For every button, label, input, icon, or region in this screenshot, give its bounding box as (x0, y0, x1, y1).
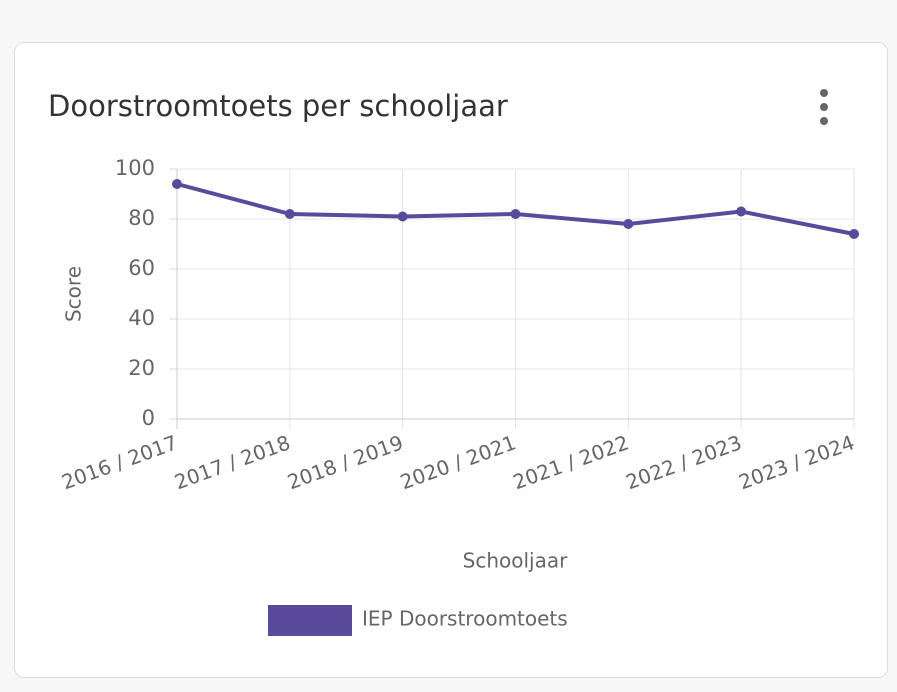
point (736, 206, 747, 217)
x-tick-label: 2017 / 2018 (171, 430, 293, 494)
point (172, 179, 182, 189)
y-tick-label: 40 (128, 306, 155, 330)
point (849, 229, 859, 239)
point (397, 211, 408, 222)
point (510, 209, 521, 219)
menu-button[interactable] (820, 89, 828, 125)
y-tick-label: 20 (128, 356, 155, 380)
y-tick-label: 100 (115, 156, 155, 180)
x-tick-label: 2020 / 2021 (397, 430, 519, 494)
point (284, 209, 295, 219)
point (623, 219, 634, 229)
x-tick-label: 2018 / 2019 (284, 430, 406, 494)
y-tick-label: 80 (128, 206, 155, 230)
x-tick-label: 2016 / 2017 (58, 430, 180, 494)
x-tick-label: 2022 / 2023 (623, 430, 745, 494)
x-axis-title: Schooljaar (463, 549, 568, 573)
legend-swatch (268, 605, 352, 636)
menu-dot (820, 117, 828, 125)
y-tick-label: 60 (128, 256, 155, 280)
x-tick-label: 2023 / 2024 (735, 430, 857, 494)
chart-title: Doorstroomtoets per schooljaar (48, 89, 508, 123)
card (14, 42, 888, 678)
menu-dot (820, 103, 828, 111)
y-axis-title: Score (62, 266, 86, 322)
y-tick-label: 0 (142, 406, 155, 430)
x-tick-label: 2021 / 2022 (510, 430, 632, 494)
legend-label: IEP Doorstroomtoets (362, 607, 568, 631)
menu-dot (820, 89, 828, 97)
